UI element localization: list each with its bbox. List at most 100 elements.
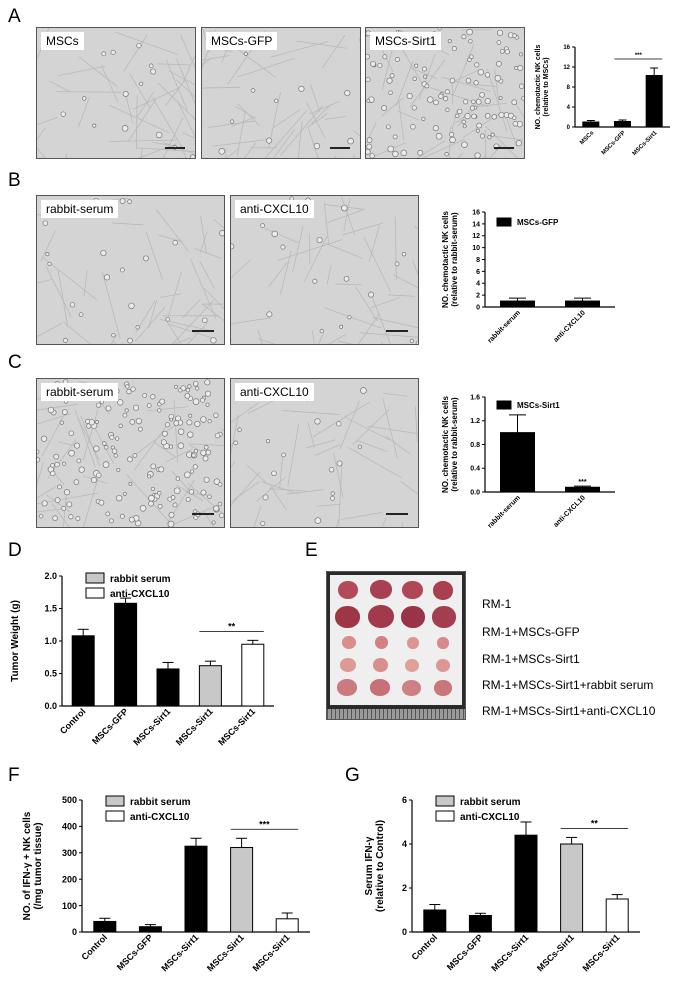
cell (102, 461, 110, 468)
fiber (280, 250, 292, 295)
cell (148, 63, 154, 69)
y-axis-label: NO. of IFN-γ + NK cells (22, 811, 33, 920)
cell (461, 141, 468, 148)
cell (466, 28, 473, 36)
fiber (321, 34, 346, 69)
fiber (49, 80, 71, 93)
y-axis-label: NO. chemotactic NK cells (441, 395, 450, 492)
cell (47, 261, 52, 266)
fiber (167, 271, 182, 317)
fiber (311, 104, 331, 124)
cell (370, 61, 376, 67)
cell (266, 439, 271, 444)
cell (93, 445, 100, 452)
bar (423, 909, 447, 933)
y-tick-label: 0 (72, 927, 77, 937)
cell (475, 98, 482, 105)
legend-swatch (435, 795, 455, 807)
cell (192, 464, 198, 470)
cell (103, 445, 109, 450)
cell (150, 394, 156, 400)
y-tick-label: 8 (567, 85, 571, 91)
fiber (383, 392, 408, 397)
cell (496, 40, 502, 45)
legend-swatch (435, 810, 455, 822)
y-tick-label: 300 (62, 848, 77, 858)
cell (421, 66, 427, 72)
fiber (279, 453, 284, 489)
legend-label: rabbit serum (130, 797, 191, 808)
fiber (257, 330, 263, 344)
fiber (513, 101, 524, 118)
y-tick-label: 2.0 (44, 571, 57, 581)
cell (135, 417, 142, 425)
fiber (395, 60, 414, 106)
fiber (318, 332, 325, 344)
y-tick-label: 6 (402, 795, 407, 805)
tumor (342, 636, 356, 649)
fiber (77, 417, 100, 461)
fiber (400, 481, 418, 495)
cell (205, 402, 210, 407)
cell (237, 427, 242, 432)
fiber (247, 399, 277, 415)
cell (462, 99, 469, 105)
fiber (109, 104, 170, 134)
y-tick-label: 2 (476, 293, 480, 300)
cell (42, 220, 49, 226)
legend-swatch (496, 400, 512, 410)
cell (281, 452, 286, 458)
fiber (145, 231, 163, 280)
fiber (484, 130, 487, 158)
fiber (148, 299, 158, 328)
cell (511, 99, 518, 106)
cell (360, 387, 367, 394)
y-tick-label: 4 (402, 839, 407, 849)
fiber (225, 148, 227, 158)
tumor-photo (326, 571, 466, 720)
tumor (436, 659, 450, 672)
fiber (328, 333, 347, 344)
cell (150, 68, 157, 75)
cell (38, 513, 44, 519)
y-tick-label: 10 (472, 245, 480, 252)
cell (417, 149, 424, 156)
cell (184, 392, 191, 399)
fiber (171, 300, 214, 344)
cell (47, 406, 55, 414)
cell (61, 505, 67, 511)
panel-letter-c: C (8, 352, 22, 373)
cell (128, 302, 135, 310)
cell (518, 83, 524, 89)
cell (59, 420, 64, 425)
y-tick-label: 2 (402, 883, 407, 893)
fiber (136, 91, 155, 119)
fiber (157, 63, 190, 66)
cell (53, 453, 60, 460)
fiber (176, 79, 195, 98)
cell (319, 328, 324, 334)
fiber (296, 40, 347, 49)
fiber (176, 100, 195, 137)
cell (499, 49, 505, 54)
significance-label: ** (228, 621, 236, 631)
y-axis-label: (relative to rabbit-serum) (450, 397, 459, 492)
cell (126, 389, 132, 395)
cell (105, 511, 111, 517)
fiber (180, 145, 187, 158)
fiber (494, 69, 500, 105)
panel-letter-f: F (8, 765, 20, 786)
fiber (416, 140, 445, 158)
fiber (467, 83, 497, 87)
x-tick-label: MSCs-Sirt1 (535, 932, 576, 973)
cell (161, 430, 168, 437)
fiber (63, 321, 91, 344)
fiber (183, 56, 195, 82)
y-tick-label: 1.5 (44, 604, 57, 614)
cell (406, 92, 413, 100)
cell (189, 154, 195, 158)
fiber (257, 338, 276, 344)
cell (200, 489, 207, 496)
cell (313, 142, 321, 150)
